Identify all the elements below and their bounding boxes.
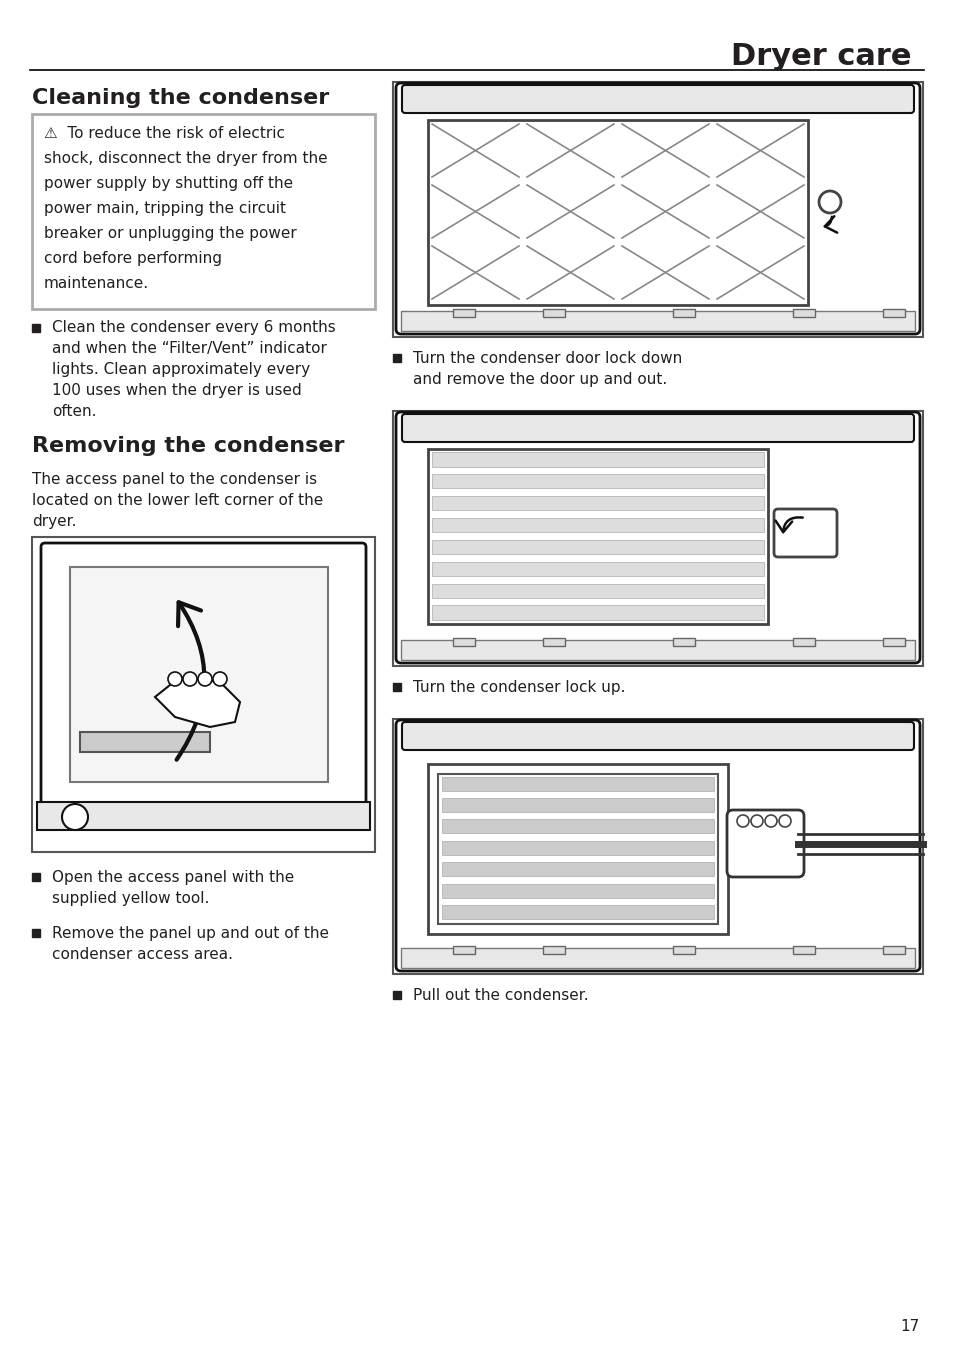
Bar bbox=[792, 638, 814, 646]
Circle shape bbox=[764, 815, 776, 827]
Text: lights. Clean approximately every: lights. Clean approximately every bbox=[52, 362, 310, 377]
Text: Open the access panel with the: Open the access panel with the bbox=[52, 869, 294, 886]
Text: power main, tripping the circuit: power main, tripping the circuit bbox=[44, 201, 286, 216]
Bar bbox=[441, 819, 713, 833]
Text: and when the “Filter/Vent” indicator: and when the “Filter/Vent” indicator bbox=[52, 341, 327, 356]
Bar bbox=[400, 948, 914, 968]
Circle shape bbox=[198, 672, 212, 685]
Circle shape bbox=[737, 815, 748, 827]
Bar bbox=[453, 638, 475, 646]
Text: condenser access area.: condenser access area. bbox=[52, 946, 233, 963]
FancyBboxPatch shape bbox=[401, 722, 913, 750]
Bar bbox=[437, 773, 718, 923]
Text: Removing the condenser: Removing the condenser bbox=[32, 435, 344, 456]
Bar bbox=[441, 841, 713, 854]
FancyBboxPatch shape bbox=[726, 810, 803, 877]
Bar bbox=[80, 731, 210, 752]
Text: supplied yellow tool.: supplied yellow tool. bbox=[52, 891, 209, 906]
Bar bbox=[393, 411, 923, 667]
Text: 100 uses when the dryer is used: 100 uses when the dryer is used bbox=[52, 383, 301, 397]
Bar bbox=[432, 584, 763, 598]
Bar bbox=[432, 475, 763, 488]
Bar bbox=[672, 946, 695, 955]
Text: located on the lower left corner of the: located on the lower left corner of the bbox=[32, 493, 323, 508]
Polygon shape bbox=[154, 677, 240, 727]
Bar bbox=[542, 946, 564, 955]
Bar bbox=[37, 802, 370, 830]
FancyBboxPatch shape bbox=[41, 544, 366, 811]
FancyBboxPatch shape bbox=[773, 508, 836, 557]
Bar bbox=[542, 310, 564, 316]
Bar bbox=[441, 798, 713, 813]
Circle shape bbox=[168, 672, 182, 685]
Text: and remove the door up and out.: and remove the door up and out. bbox=[413, 372, 666, 387]
Text: The access panel to the condenser is: The access panel to the condenser is bbox=[32, 472, 316, 487]
Bar bbox=[882, 638, 904, 646]
Circle shape bbox=[818, 191, 841, 214]
Bar bbox=[393, 719, 923, 973]
Bar bbox=[432, 518, 763, 533]
Bar bbox=[672, 310, 695, 316]
Text: often.: often. bbox=[52, 404, 96, 419]
Text: shock, disconnect the dryer from the: shock, disconnect the dryer from the bbox=[44, 151, 327, 166]
Text: Turn the condenser lock up.: Turn the condenser lock up. bbox=[413, 680, 625, 695]
Bar bbox=[432, 539, 763, 554]
Bar bbox=[432, 561, 763, 576]
FancyBboxPatch shape bbox=[395, 412, 919, 662]
Text: Cleaning the condenser: Cleaning the condenser bbox=[32, 88, 329, 108]
Bar bbox=[32, 114, 375, 310]
Circle shape bbox=[750, 815, 762, 827]
Bar bbox=[672, 638, 695, 646]
Bar bbox=[441, 776, 713, 791]
Bar bbox=[882, 946, 904, 955]
Circle shape bbox=[62, 804, 88, 830]
Bar bbox=[428, 120, 807, 306]
FancyArrowPatch shape bbox=[824, 216, 837, 233]
Bar bbox=[432, 606, 763, 619]
Bar bbox=[432, 496, 763, 510]
Text: Dryer care: Dryer care bbox=[731, 42, 911, 72]
Bar bbox=[882, 310, 904, 316]
FancyBboxPatch shape bbox=[401, 414, 913, 442]
Bar bbox=[393, 82, 923, 337]
Circle shape bbox=[779, 815, 790, 827]
FancyArrowPatch shape bbox=[775, 518, 801, 533]
Text: power supply by shutting off the: power supply by shutting off the bbox=[44, 176, 293, 191]
Text: ⚠  To reduce the risk of electric: ⚠ To reduce the risk of electric bbox=[44, 126, 285, 141]
FancyArrowPatch shape bbox=[176, 602, 204, 760]
Text: breaker or unplugging the power: breaker or unplugging the power bbox=[44, 226, 296, 241]
Text: Clean the condenser every 6 months: Clean the condenser every 6 months bbox=[52, 320, 335, 335]
Bar bbox=[792, 310, 814, 316]
Circle shape bbox=[213, 672, 227, 685]
Text: maintenance.: maintenance. bbox=[44, 276, 149, 291]
Bar bbox=[792, 946, 814, 955]
Bar bbox=[441, 863, 713, 876]
Bar bbox=[428, 449, 767, 625]
Bar bbox=[441, 904, 713, 919]
FancyBboxPatch shape bbox=[395, 82, 919, 334]
Text: dryer.: dryer. bbox=[32, 514, 76, 529]
Bar bbox=[542, 638, 564, 646]
Bar bbox=[453, 946, 475, 955]
Text: Pull out the condenser.: Pull out the condenser. bbox=[413, 988, 588, 1003]
Text: Remove the panel up and out of the: Remove the panel up and out of the bbox=[52, 926, 329, 941]
Bar bbox=[32, 537, 375, 852]
Text: cord before performing: cord before performing bbox=[44, 251, 222, 266]
FancyBboxPatch shape bbox=[401, 85, 913, 114]
Bar bbox=[428, 764, 727, 934]
FancyBboxPatch shape bbox=[395, 721, 919, 971]
Circle shape bbox=[183, 672, 196, 685]
Text: Turn the condenser door lock down: Turn the condenser door lock down bbox=[413, 352, 681, 366]
Bar bbox=[432, 453, 763, 466]
Bar bbox=[441, 884, 713, 898]
Bar bbox=[400, 639, 914, 660]
Bar bbox=[400, 311, 914, 331]
Text: 17: 17 bbox=[900, 1320, 919, 1334]
Bar bbox=[453, 310, 475, 316]
Bar bbox=[70, 566, 328, 781]
